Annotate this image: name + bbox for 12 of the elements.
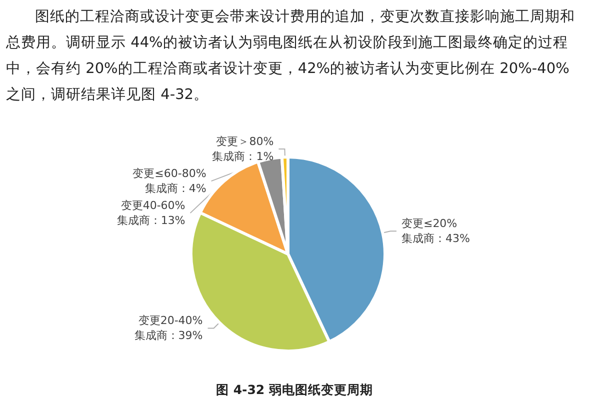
data-label: 集成商：1% bbox=[212, 150, 274, 164]
text: 图纸的工程洽商或设计变更会带来设计费用的追加，变更次数直接影响施工周期和总费用。调研显示 44%的被访者认为弱电图纸在从初设阶段到施工图最终确定的过程中，会有约 20%的工程洽商或者设计变更，42%的被访者认为变更比例在 20%-40%之间，调研结果详见图 4-32。 bbox=[6, 8, 576, 105]
data-label: 集成商：4% bbox=[144, 182, 206, 196]
data-label: 集成商：39% bbox=[134, 329, 203, 342]
data-label: 集成商：43% bbox=[401, 232, 470, 246]
slice-label: 变更≤20% bbox=[401, 217, 458, 230]
slice-label: 变更20-40% bbox=[138, 314, 203, 328]
data-label: 集成商：13% bbox=[116, 214, 186, 228]
slice-label: 变更≤60-80% bbox=[132, 167, 206, 180]
slice-label: 变更40-60% bbox=[120, 199, 186, 212]
slice-label: 变更＞80% bbox=[216, 135, 274, 148]
text: 图 4-32 弱电图纸变更周期 bbox=[215, 382, 374, 399]
